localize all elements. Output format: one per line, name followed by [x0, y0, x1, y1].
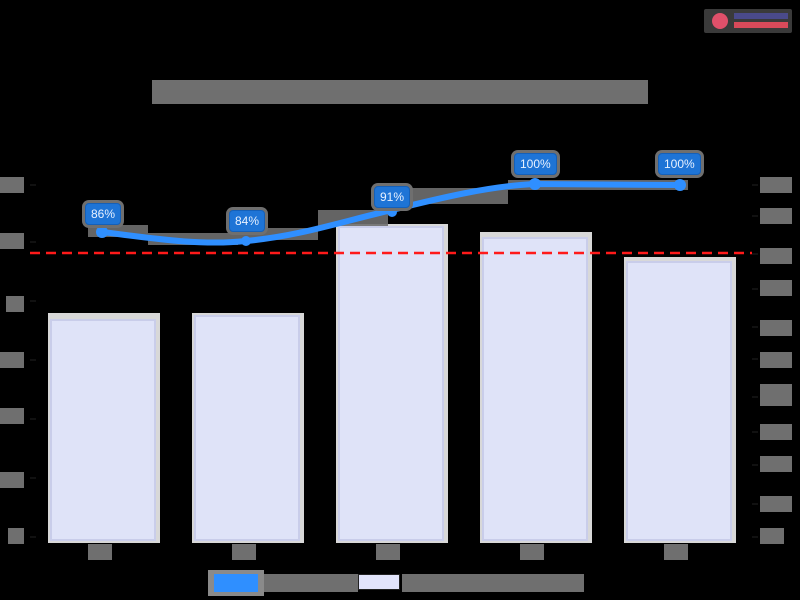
- bar-1: [48, 313, 160, 543]
- left-axis-tick-label: [0, 352, 24, 368]
- x-axis-tick-label: [376, 544, 400, 560]
- chart-title: [152, 80, 648, 104]
- logo-mark-icon: [712, 13, 728, 29]
- legend-label-line: [264, 574, 358, 592]
- right-axis-tick-label: [760, 248, 792, 264]
- left-axis-tick-label: [0, 233, 24, 249]
- left-axis-tick-label: [0, 472, 24, 488]
- data-label: 100%: [658, 153, 701, 175]
- brand-logo: [704, 9, 792, 33]
- right-axis-tick-label: [760, 280, 792, 296]
- bar-2: [192, 313, 304, 543]
- left-axis-tick-label: [8, 528, 24, 544]
- data-label: 84%: [229, 210, 266, 232]
- bar-4: [480, 232, 592, 543]
- logo-text-line: [734, 13, 788, 19]
- x-axis-tick-label: [520, 544, 544, 560]
- chart-legend: [208, 570, 584, 596]
- x-axis-tick-label: [664, 544, 688, 560]
- left-axis-tick-label: [0, 408, 24, 424]
- bar-3: [336, 224, 448, 543]
- right-axis-tick-label: [760, 496, 792, 512]
- right-axis-tick-label: [760, 456, 792, 472]
- legend-swatch-bar: [358, 574, 400, 590]
- logo-text-line: [734, 22, 788, 28]
- line-series: [99, 180, 683, 246]
- right-axis-tick-label: [760, 352, 792, 368]
- bar-5: [624, 257, 736, 543]
- legend-label-bar: [402, 574, 584, 592]
- left-axis-tick-label: [6, 296, 24, 312]
- x-axis-tick-label: [88, 544, 112, 560]
- bar-series: [48, 224, 736, 543]
- right-axis-tick-label: [760, 208, 792, 224]
- x-axis-tick-label: [232, 544, 256, 560]
- right-axis-tick-label: [760, 177, 792, 193]
- right-axis-tick-label: [760, 384, 792, 406]
- right-axis-tick-label: [760, 424, 792, 440]
- right-axis-tick-label: [760, 320, 792, 336]
- right-axis-tick-label: [760, 528, 784, 544]
- left-axis-tick-label: [0, 177, 24, 193]
- legend-swatch-line: [208, 570, 264, 596]
- data-label: 91%: [374, 186, 411, 208]
- data-label: 100%: [514, 153, 557, 175]
- data-label: 86%: [85, 203, 122, 225]
